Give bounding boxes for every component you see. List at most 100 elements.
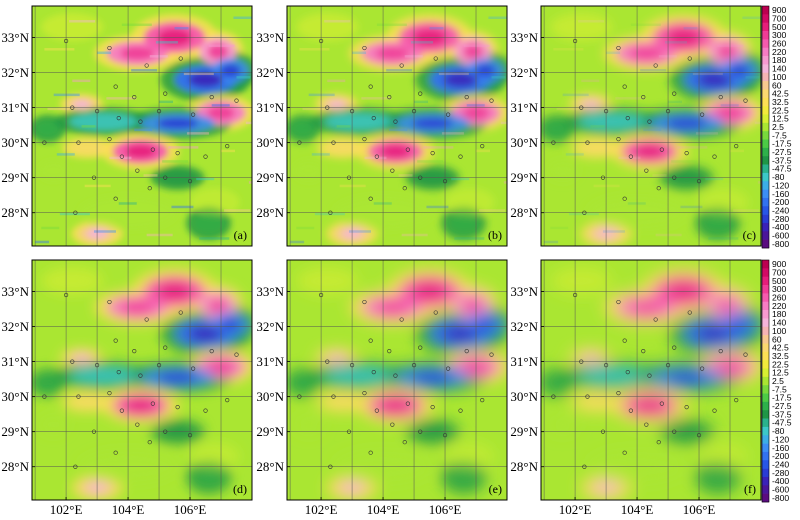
colorbar-cell bbox=[762, 239, 769, 249]
colorbar-cell bbox=[762, 351, 769, 361]
station-marker bbox=[585, 394, 590, 399]
colorbar-cell bbox=[762, 214, 769, 224]
lon-tick-label: 106°E bbox=[174, 502, 207, 517]
colorbar-cell bbox=[762, 72, 769, 82]
station-marker bbox=[107, 299, 112, 305]
station-marker bbox=[175, 405, 180, 410]
field bbox=[541, 260, 761, 500]
colorbar-cell bbox=[762, 47, 769, 57]
station-marker bbox=[70, 105, 75, 110]
station-marker bbox=[489, 98, 494, 103]
stations bbox=[42, 292, 239, 469]
station-marker bbox=[696, 179, 702, 184]
station-marker bbox=[622, 84, 627, 89]
station-marker bbox=[659, 401, 664, 406]
lat-tick-label: 33°N bbox=[510, 284, 538, 299]
station-marker bbox=[119, 154, 124, 159]
station-marker bbox=[144, 63, 149, 68]
grid bbox=[32, 6, 252, 246]
lon-tick-label: 102°E bbox=[559, 502, 592, 517]
lat-tick-label: 31°N bbox=[256, 354, 284, 369]
station-marker bbox=[147, 186, 152, 191]
colorbar-cell bbox=[762, 468, 769, 478]
station-marker bbox=[659, 147, 664, 152]
station-marker bbox=[700, 112, 705, 117]
station-marker bbox=[163, 175, 168, 180]
station-marker bbox=[325, 359, 330, 364]
lat-tick-label: 29°N bbox=[1, 170, 29, 185]
colorbar-cell bbox=[762, 189, 769, 199]
lat-tick-label: 29°N bbox=[256, 424, 284, 439]
station-marker bbox=[91, 175, 97, 180]
station-marker bbox=[458, 154, 463, 159]
colorbar-cell bbox=[762, 147, 769, 157]
station-marker bbox=[387, 348, 392, 354]
colorbar-tick-label: 60 bbox=[772, 80, 782, 90]
lat-tick-label: 33°N bbox=[256, 30, 284, 45]
panel-label: (d) bbox=[233, 482, 247, 496]
colorbar-tick-label: 900 bbox=[772, 5, 787, 15]
panels: (a) 28°N 29°N 30°N 31°N 32°N 33°N (b) 28°N 29°N 30… bbox=[1, 5, 762, 517]
station-marker bbox=[464, 94, 469, 100]
colorbar-tick-label: -240 bbox=[772, 459, 789, 469]
colorbar-tick-label: -800 bbox=[772, 239, 789, 249]
station-marker bbox=[178, 310, 183, 315]
colorbar-tick-label: 260 bbox=[772, 293, 787, 303]
colorbar-cell bbox=[762, 393, 769, 403]
field bbox=[32, 6, 252, 246]
station-marker bbox=[551, 394, 556, 399]
station-marker bbox=[399, 317, 404, 322]
station-marker bbox=[225, 398, 230, 403]
stations bbox=[551, 38, 748, 215]
colorbar-tick-label: 12.5 bbox=[772, 368, 789, 378]
station-marker bbox=[234, 352, 239, 357]
station-marker bbox=[653, 63, 658, 68]
grid bbox=[541, 260, 761, 500]
colorbar-tick-label: -800 bbox=[772, 493, 789, 503]
lat-tick-label: 30°N bbox=[256, 389, 284, 404]
colorbar-cell bbox=[762, 318, 769, 328]
station-marker bbox=[63, 292, 69, 298]
colorbar-tick-label: 700 bbox=[772, 268, 787, 278]
colorbar-cell bbox=[762, 293, 769, 303]
station-marker bbox=[600, 429, 606, 434]
colorbar-cell bbox=[762, 206, 769, 215]
colorbar-tick-label: -160 bbox=[772, 443, 789, 453]
colorbar-cell bbox=[762, 301, 769, 311]
colorbar-cell bbox=[762, 493, 769, 503]
station-marker bbox=[684, 151, 689, 156]
colorbar-tick-label: 140 bbox=[772, 64, 787, 74]
station-marker bbox=[209, 94, 214, 100]
station-marker bbox=[712, 154, 717, 159]
stations bbox=[551, 292, 748, 469]
colorbar-cell bbox=[762, 368, 769, 378]
colorbar-tick-label: -400 bbox=[772, 222, 789, 232]
station-marker bbox=[94, 363, 100, 368]
colorbar-tick-label: -280 bbox=[772, 468, 789, 478]
station-marker bbox=[203, 154, 208, 159]
station-marker bbox=[628, 408, 633, 413]
station-marker bbox=[653, 317, 658, 322]
colorbar-cell bbox=[762, 106, 769, 115]
lat-tick-label: 30°N bbox=[1, 389, 29, 404]
colorbar-tick-label: -27.5 bbox=[772, 147, 792, 157]
station-marker bbox=[625, 116, 630, 121]
lat-tick-label: 28°N bbox=[256, 459, 284, 474]
colorbar-cell bbox=[762, 172, 769, 182]
station-marker bbox=[390, 168, 395, 173]
colorbar-tick-label: 180 bbox=[772, 309, 787, 319]
station-marker bbox=[442, 179, 448, 184]
lat-tick-label: 31°N bbox=[1, 100, 29, 115]
station-marker bbox=[622, 450, 627, 455]
station-marker bbox=[362, 45, 367, 51]
colorbar-tick-label: -200 bbox=[772, 197, 789, 207]
station-marker bbox=[603, 109, 609, 114]
station-marker bbox=[163, 91, 168, 96]
station-marker bbox=[191, 366, 196, 371]
colorbar-cell bbox=[762, 385, 769, 394]
station-marker bbox=[368, 450, 373, 455]
station-marker bbox=[582, 210, 587, 215]
station-marker bbox=[430, 405, 435, 410]
station-marker bbox=[297, 140, 302, 145]
station-marker bbox=[371, 370, 376, 375]
